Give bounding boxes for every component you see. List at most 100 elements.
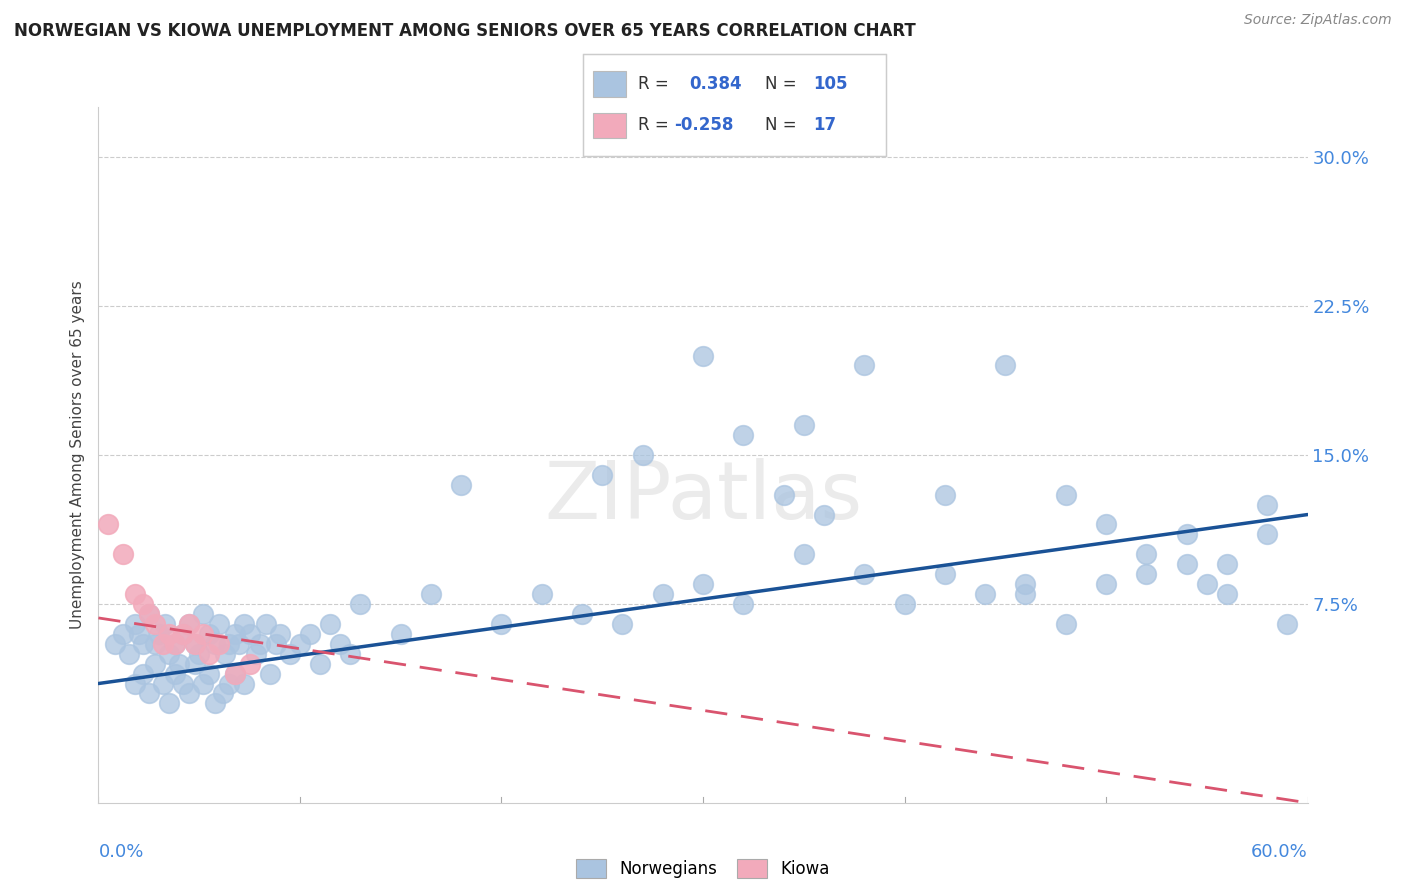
Point (152, 676, 174, 690)
Point (172, 627, 194, 641)
Point (530, 587, 553, 601)
Point (184, 637, 207, 651)
Point (138, 607, 160, 621)
Bar (592, 71, 626, 97)
Point (172, 627, 194, 641)
Text: 0.0%: 0.0% (98, 843, 143, 861)
Point (299, 627, 322, 641)
Point (167, 657, 190, 671)
Point (853, 359, 876, 373)
Point (571, 607, 593, 621)
Text: 105: 105 (813, 75, 848, 93)
Point (934, 488, 956, 502)
Text: Source: ZipAtlas.com: Source: ZipAtlas.com (1244, 13, 1392, 28)
Point (239, 627, 262, 641)
Point (172, 676, 194, 690)
Point (1256, 498, 1278, 512)
Point (1256, 527, 1278, 541)
Point (193, 676, 215, 690)
Point (733, 428, 755, 442)
Text: R =: R = (638, 116, 669, 134)
Bar (592, 112, 626, 138)
Point (1216, 587, 1239, 601)
Point (1054, 616, 1077, 631)
Point (813, 508, 835, 522)
Text: -0.258: -0.258 (675, 116, 734, 134)
Point (228, 637, 250, 651)
Point (259, 666, 281, 681)
Point (651, 587, 673, 601)
Point (118, 647, 141, 661)
Point (163, 666, 186, 681)
Point (143, 637, 166, 651)
Point (138, 686, 160, 700)
Point (319, 616, 342, 631)
Point (152, 637, 174, 651)
Point (1135, 547, 1157, 561)
Point (204, 697, 226, 711)
Point (1175, 527, 1198, 541)
Legend: Norwegians, Kiowa: Norwegians, Kiowa (569, 853, 837, 885)
Text: 60.0%: 60.0% (1251, 843, 1308, 861)
Point (163, 637, 186, 651)
Point (793, 418, 815, 433)
Point (204, 637, 226, 651)
Point (224, 666, 246, 681)
Text: N =: N = (765, 75, 796, 93)
Point (974, 587, 997, 601)
Point (132, 666, 155, 681)
Point (163, 637, 186, 651)
Point (994, 359, 1017, 373)
Point (420, 587, 443, 601)
Text: R =: R = (638, 75, 669, 93)
Text: 17: 17 (813, 116, 837, 134)
Point (1135, 567, 1157, 582)
Point (733, 597, 755, 611)
Point (124, 616, 146, 631)
Point (212, 686, 235, 700)
Point (339, 647, 361, 661)
Point (132, 637, 155, 651)
Point (631, 448, 654, 462)
Point (934, 567, 956, 582)
Point (239, 657, 262, 671)
Point (491, 616, 513, 631)
Point (1277, 616, 1299, 631)
Point (269, 627, 291, 641)
Point (772, 488, 794, 502)
Point (198, 647, 221, 661)
Point (329, 637, 352, 651)
Point (893, 597, 915, 611)
Text: ZIPatlas: ZIPatlas (544, 458, 862, 536)
Point (124, 676, 146, 690)
Point (288, 637, 311, 651)
Point (249, 637, 271, 651)
Point (224, 627, 246, 641)
Point (1095, 517, 1118, 532)
Point (1014, 577, 1036, 591)
Point (214, 647, 236, 661)
Point (218, 676, 240, 690)
Point (193, 627, 215, 641)
Point (692, 577, 714, 591)
Point (1216, 558, 1239, 572)
Point (184, 657, 207, 671)
Point (138, 607, 160, 621)
Point (264, 637, 287, 651)
Point (591, 467, 613, 482)
Point (218, 637, 240, 651)
Point (450, 477, 472, 491)
Point (179, 686, 201, 700)
Point (143, 616, 166, 631)
Point (389, 627, 412, 641)
Point (793, 547, 815, 561)
Point (157, 647, 180, 661)
Point (103, 637, 125, 651)
Point (1014, 587, 1036, 601)
Point (179, 616, 201, 631)
Point (157, 697, 180, 711)
Point (143, 657, 166, 671)
Point (612, 616, 634, 631)
Text: N =: N = (765, 116, 796, 134)
Text: NORWEGIAN VS KIOWA UNEMPLOYMENT AMONG SENIORS OVER 65 YEARS CORRELATION CHART: NORWEGIAN VS KIOWA UNEMPLOYMENT AMONG SE… (14, 22, 915, 40)
